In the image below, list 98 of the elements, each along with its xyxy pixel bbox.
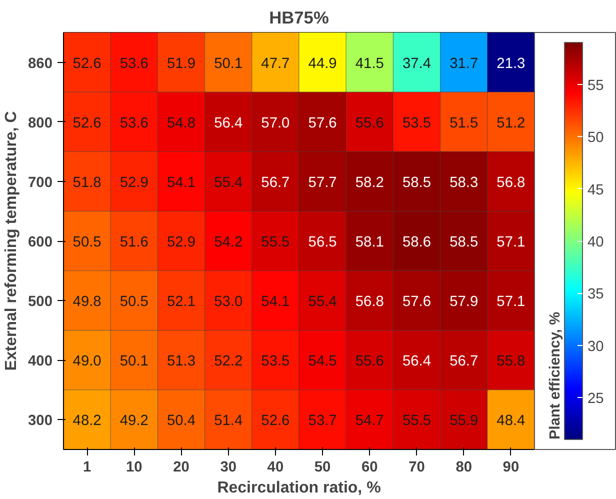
data-label: 49.8 (72, 294, 102, 310)
data-label: 57.1 (496, 234, 526, 250)
x-tick-label: 90 (502, 460, 520, 476)
data-label: 52.6 (72, 115, 102, 132)
data-label: 55.6 (355, 115, 384, 132)
x-axis-title: Recirculation ratio, % (217, 480, 381, 496)
data-label: 37.4 (402, 56, 432, 72)
data-label: 53.5 (402, 115, 432, 132)
data-label: 55.8 (496, 354, 526, 370)
data-label: 57.7 (308, 174, 337, 191)
data-label: 58.1 (355, 234, 384, 250)
data-label: 53.6 (120, 115, 148, 132)
data-label: 56.8 (355, 294, 384, 310)
data-label: 55.4 (308, 294, 337, 310)
data-label: 44.9 (308, 56, 337, 72)
data-label: 52.2 (214, 354, 243, 370)
y-tick-label: 400 (28, 354, 53, 370)
x-tick-label: 40 (267, 460, 284, 476)
y-tick-label: 700 (28, 174, 53, 191)
y-tick-label: 600 (28, 234, 53, 250)
data-label: 54.1 (261, 294, 290, 310)
data-label: 48.4 (496, 413, 526, 430)
color-bar-label: 35 (588, 286, 604, 303)
data-label: 56.8 (496, 174, 526, 191)
color-bar-label: 40 (588, 234, 604, 250)
data-label: 56.7 (261, 174, 290, 191)
y-tick-label: 500 (28, 294, 53, 310)
color-bar-label: 50 (588, 130, 604, 146)
data-label: 52.6 (261, 413, 290, 430)
color-bar-label: 25 (588, 391, 604, 408)
y-tick-label: 800 (28, 115, 53, 132)
data-label: 21.3 (496, 56, 526, 72)
y-tick-label: 300 (28, 413, 53, 430)
data-label: 57.0 (261, 115, 290, 132)
data-label: 57.6 (308, 115, 337, 132)
data-label: 52.9 (166, 234, 196, 250)
color-bar-label: 55 (588, 78, 604, 94)
data-label: 53.7 (308, 413, 337, 430)
data-label: 58.5 (450, 234, 478, 250)
data-label: 57.9 (450, 294, 478, 310)
data-label: 53.6 (120, 56, 148, 72)
data-label: 58.5 (402, 174, 432, 191)
data-label: 56.5 (308, 234, 337, 250)
data-label: 56.7 (450, 354, 478, 370)
x-tick-label: 10 (126, 460, 142, 476)
data-label: 49.0 (72, 354, 102, 370)
data-label: 50.5 (120, 294, 148, 310)
data-label: 56.4 (214, 115, 243, 132)
x-tick-label: 80 (456, 460, 472, 476)
data-label: 51.3 (166, 354, 196, 370)
data-label: 50.1 (214, 56, 243, 72)
data-label: 55.5 (402, 413, 432, 430)
data-label: 53.5 (261, 354, 290, 370)
color-bar-label: 45 (588, 182, 604, 198)
chart-title: HB75% (269, 8, 329, 28)
data-label: 57.6 (402, 294, 432, 310)
data-label: 51.5 (450, 115, 478, 132)
data-label: 51.6 (120, 234, 148, 250)
data-label: 47.7 (261, 56, 290, 72)
color-bar-label: 30 (588, 338, 604, 355)
data-label: 52.9 (120, 174, 148, 191)
x-tick-label: 50 (314, 460, 331, 476)
data-label: 51.8 (72, 174, 102, 191)
data-label: 52.1 (166, 294, 196, 310)
data-label: 55.5 (261, 234, 290, 250)
data-label: 48.2 (72, 413, 102, 430)
data-label: 50.4 (166, 413, 196, 430)
data-label: 51.9 (166, 56, 196, 72)
data-label: 55.4 (214, 174, 243, 191)
x-tick-label: 70 (408, 460, 425, 476)
data-label: 58.6 (402, 234, 432, 250)
y-axis-title: External reforming temperature, C (3, 110, 20, 371)
data-label: 53.0 (214, 294, 243, 310)
x-tick-label: 20 (173, 460, 190, 476)
data-label: 54.1 (166, 174, 196, 191)
data-label: 58.2 (355, 174, 384, 191)
x-tick-label: 60 (362, 460, 378, 476)
data-label: 54.7 (355, 413, 384, 430)
data-label: 54.8 (166, 115, 196, 132)
data-label: 52.6 (72, 56, 102, 72)
x-tick-label: 1 (82, 460, 92, 476)
y-tick-label: 860 (28, 56, 53, 72)
data-label: 57.1 (496, 294, 526, 310)
x-tick-label: 30 (220, 460, 237, 476)
data-label: 54.2 (214, 234, 243, 250)
data-label: 51.2 (496, 115, 526, 132)
data-label: 55.6 (355, 354, 384, 370)
data-label: 56.4 (402, 354, 432, 370)
data-label: 50.1 (120, 354, 148, 370)
data-label: 49.2 (120, 413, 148, 430)
data-label: 31.7 (450, 56, 478, 72)
data-label: 55.9 (450, 413, 478, 430)
data-label: 54.5 (308, 354, 337, 370)
data-label: 41.5 (355, 56, 384, 72)
data-label: 51.4 (214, 413, 243, 430)
data-label: 50.5 (72, 234, 102, 250)
color-bar-title: Plant efficiency, % (548, 312, 564, 440)
data-label: 58.3 (450, 174, 478, 191)
